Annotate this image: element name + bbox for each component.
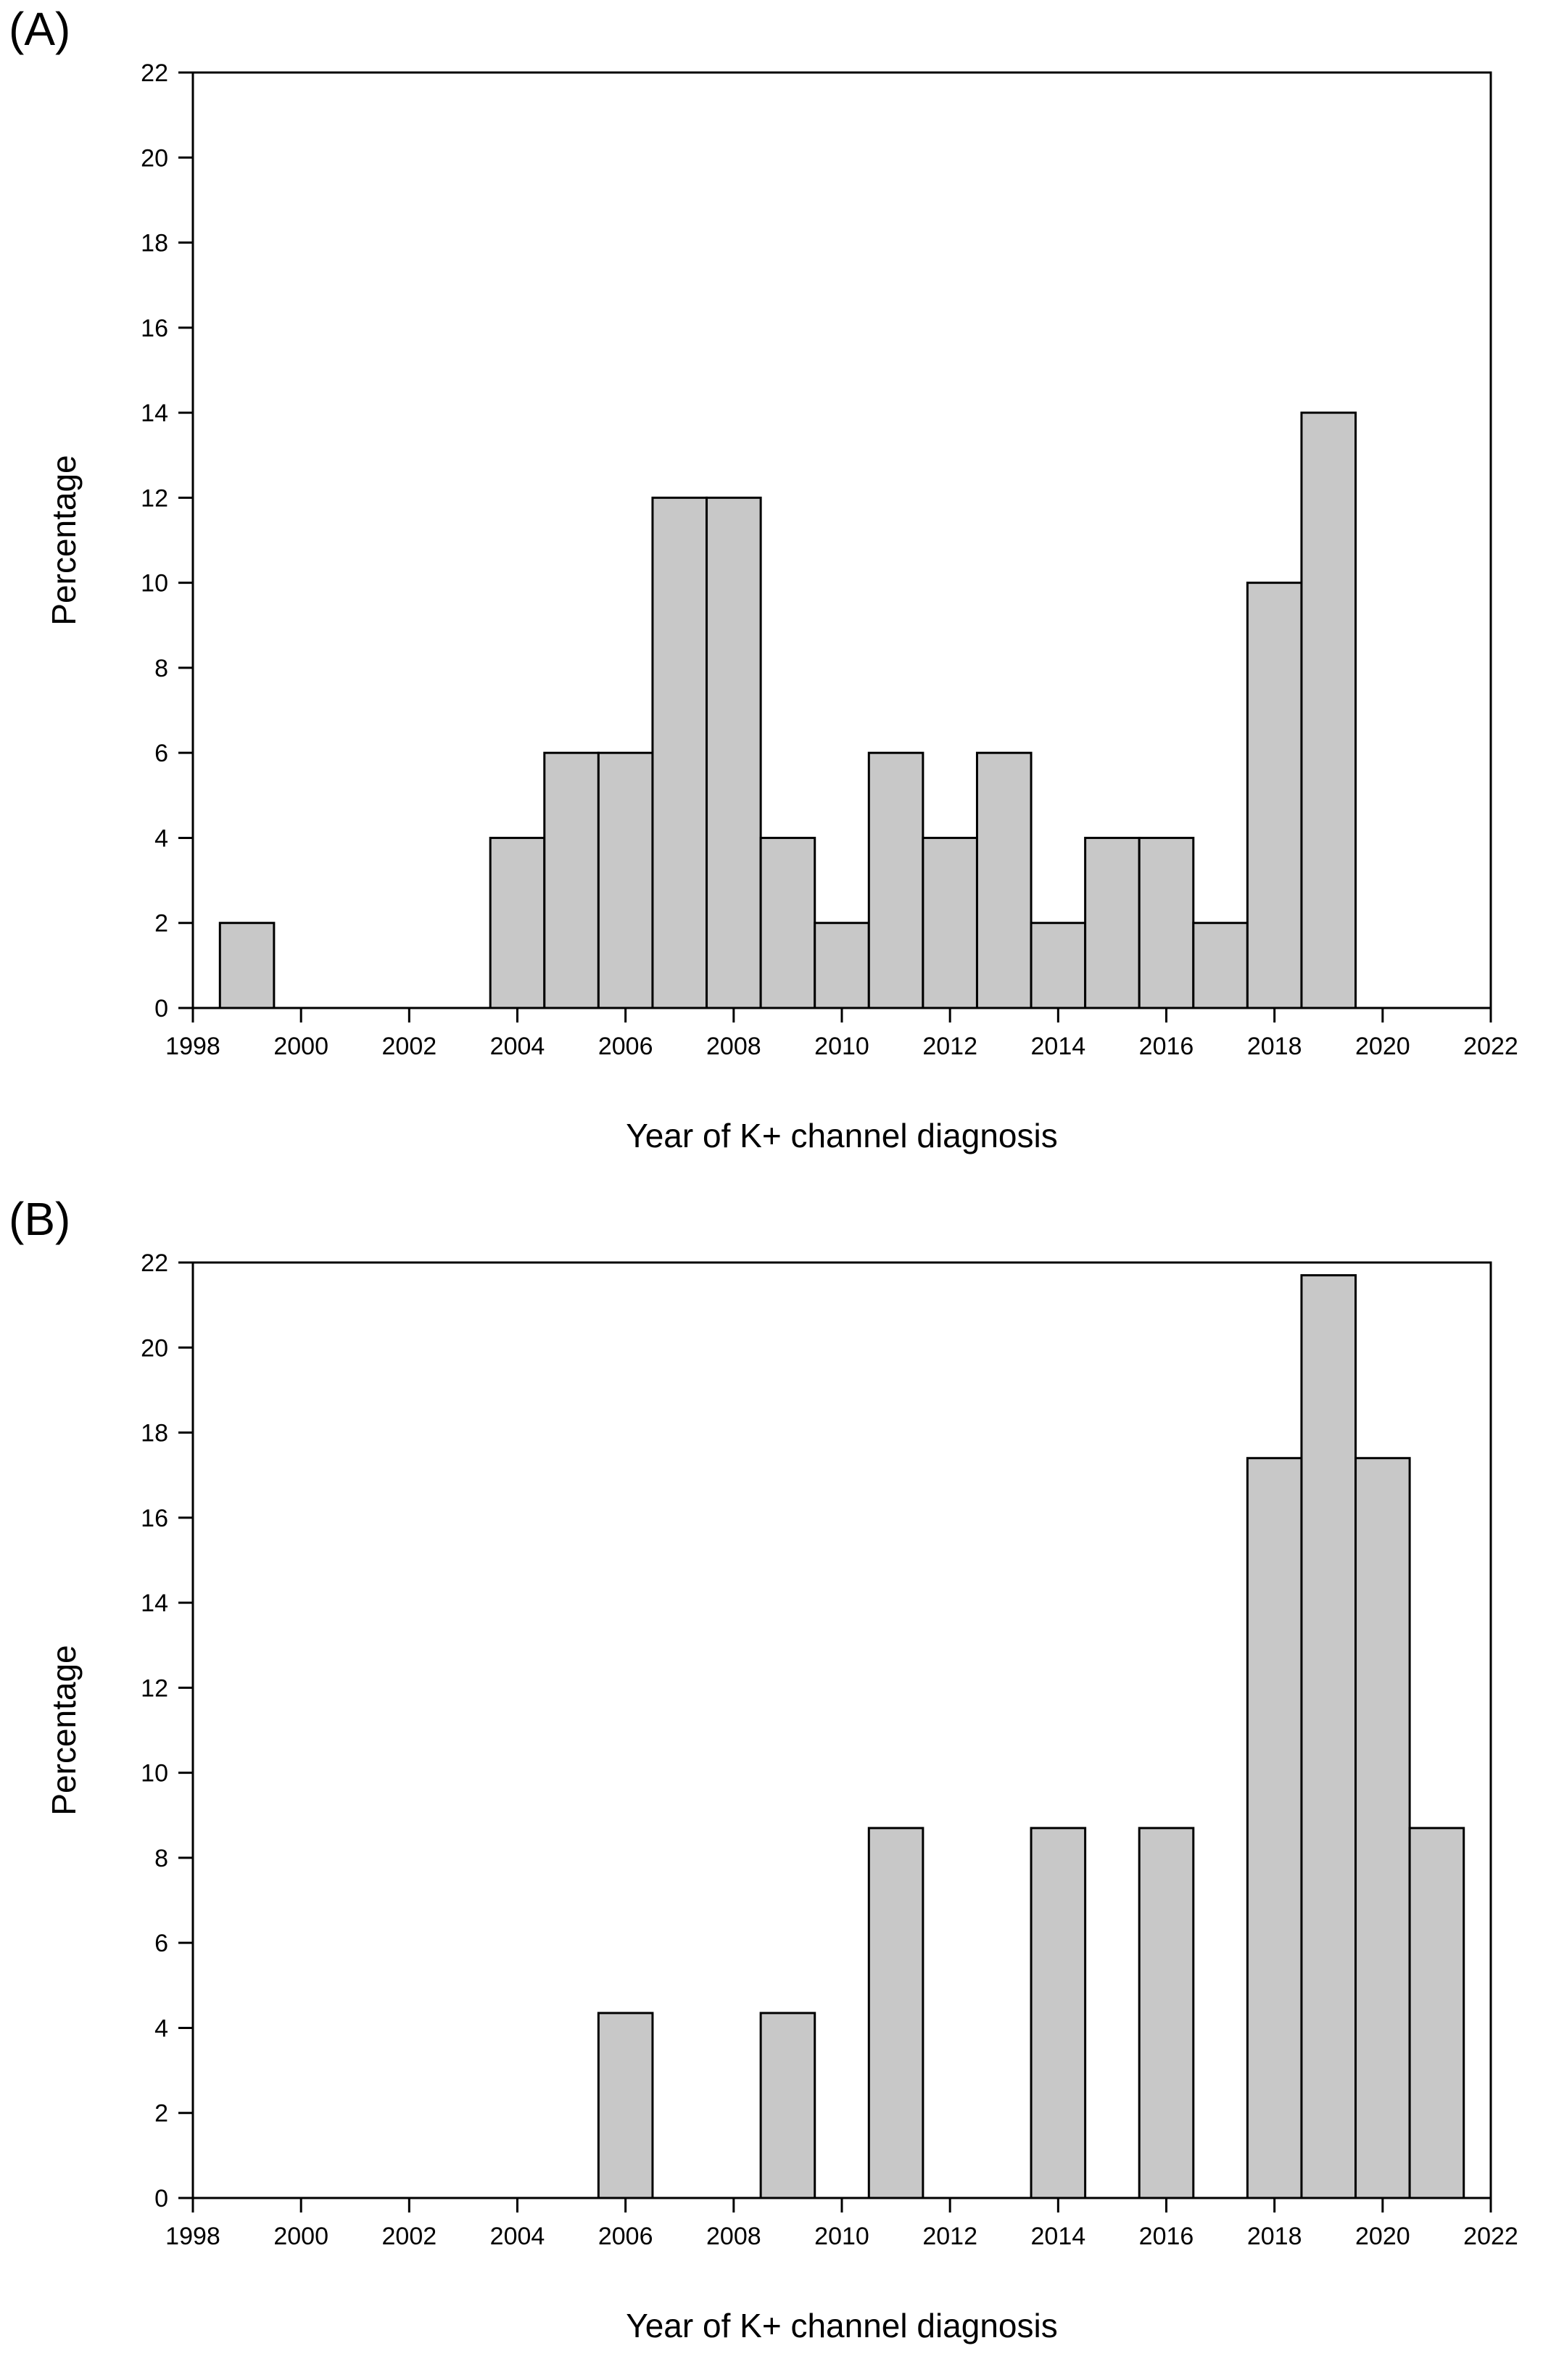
- y-tick-label: 20: [141, 144, 168, 172]
- x-tick-label: 2016: [1139, 1033, 1194, 1060]
- y-tick-label: 14: [141, 400, 168, 427]
- x-axis-title: Year of K+ channel diagnosis: [626, 1117, 1057, 1154]
- x-tick-label: 2022: [1463, 1033, 1518, 1060]
- y-tick-label: 6: [154, 740, 168, 767]
- x-tick-label: 2014: [1031, 2223, 1086, 2250]
- y-tick-label: 16: [141, 1505, 168, 1532]
- bar-2007: [651, 496, 708, 1009]
- bar-2011: [867, 751, 924, 1009]
- y-tick-label: 8: [154, 655, 168, 682]
- x-tick-label: 2018: [1247, 2223, 1302, 2250]
- bar-2014: [1030, 922, 1087, 1009]
- x-tick-label: 2014: [1031, 1033, 1086, 1060]
- x-tick-label: 2018: [1247, 1033, 1302, 1060]
- x-tick-label: 2002: [382, 1033, 437, 1060]
- bar-1999: [218, 922, 276, 1009]
- chart-panel-a: (A) 0 2 4 6 8 10 12 14 16 18 20 22 1998 2000 2002 2004 2…: [9, 3, 1518, 1154]
- x-tick-label: 1998: [165, 2223, 220, 2250]
- chart-panel-b: (B) 0 2 4 6 8 10 12 14 16 18 20 22 1998 2000 2002 2004 2…: [0, 1190, 1543, 2380]
- y-tick-label: 18: [141, 1420, 168, 1447]
- bar-2017: [1192, 922, 1249, 1009]
- x-axis-title: Year of K+ channel diagnosis: [626, 2307, 1057, 2344]
- y-tick-label: 22: [141, 59, 168, 87]
- bar-2009: [759, 836, 816, 1009]
- y-axis-title: Percentage: [45, 455, 83, 625]
- y-tick-label: 10: [141, 570, 168, 598]
- y-tick-label: 10: [141, 1760, 168, 1788]
- bar-2011: [867, 1827, 924, 2199]
- bar-2018: [1246, 1457, 1303, 2199]
- bar-2004: [489, 836, 546, 1009]
- y-tick-label: 2: [154, 910, 168, 938]
- y-tick-label: 14: [141, 1590, 168, 1617]
- bar-2010: [814, 922, 870, 1009]
- x-tick-label: 2000: [273, 2223, 328, 2250]
- bar-2008: [706, 496, 762, 1009]
- x-tick-label: 2008: [706, 2223, 761, 2250]
- panel-label-a: (A): [9, 3, 71, 55]
- y-tick-label: 12: [141, 1674, 168, 1702]
- bar-2021: [1408, 1827, 1465, 2199]
- bar-2014: [1030, 1827, 1087, 2199]
- x-tick-label: 2020: [1355, 1033, 1410, 1060]
- y-tick-label: 2: [154, 2100, 168, 2128]
- y-tick-label: 22: [141, 1249, 168, 1277]
- bar-2006: [597, 751, 654, 1009]
- y-tick-label: 20: [141, 1334, 168, 1362]
- x-tick-label: 2006: [598, 1033, 653, 1060]
- bar-2018: [1246, 582, 1303, 1009]
- x-tick-label: 2008: [706, 1033, 761, 1060]
- bar-2016: [1138, 836, 1195, 1009]
- bar-2005: [543, 751, 600, 1009]
- y-tick-label: 0: [154, 995, 168, 1022]
- y-axis-title: Percentage: [45, 1645, 83, 1815]
- y-tick-label: 16: [141, 315, 168, 342]
- bar-2006: [597, 2012, 654, 2199]
- y-tick-label: 12: [141, 484, 168, 512]
- x-tick-label: 2012: [922, 2223, 977, 2250]
- panel-label-b: (B): [9, 1193, 71, 1245]
- bar-2015: [1084, 836, 1141, 1009]
- bar-2019: [1300, 1274, 1357, 2199]
- y-tick-label: 8: [154, 1845, 168, 1872]
- bar-2009: [759, 2012, 816, 2199]
- y-tick-label: 18: [141, 230, 168, 257]
- x-tick-label: 2002: [382, 2223, 437, 2250]
- y-tick-label: 4: [154, 825, 168, 852]
- x-tick-label: 2016: [1139, 2223, 1194, 2250]
- x-tick-label: 2022: [1463, 2223, 1518, 2250]
- bar-2019: [1300, 411, 1357, 1009]
- bar-2012: [922, 836, 978, 1009]
- x-tick-label: 1998: [165, 1033, 220, 1060]
- x-tick-label: 2004: [490, 1033, 545, 1060]
- bar-2016: [1138, 1827, 1195, 2199]
- x-tick-label: 2012: [922, 1033, 977, 1060]
- y-tick-label: 0: [154, 2185, 168, 2212]
- y-tick-label: 6: [154, 1930, 168, 1957]
- x-tick-label: 2010: [814, 1033, 869, 1060]
- bar-2020: [1354, 1457, 1411, 2199]
- x-tick-label: 2006: [598, 2223, 653, 2250]
- x-tick-label: 2020: [1355, 2223, 1410, 2250]
- y-tick-label: 4: [154, 2015, 168, 2042]
- bar-2013: [975, 751, 1033, 1009]
- x-tick-label: 2000: [273, 1033, 328, 1060]
- x-tick-label: 2004: [490, 2223, 545, 2250]
- x-tick-label: 2010: [814, 2223, 869, 2250]
